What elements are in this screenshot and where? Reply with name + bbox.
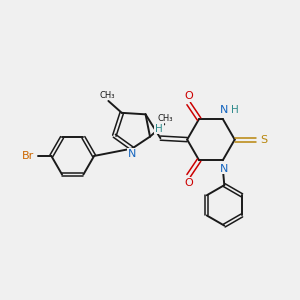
Text: O: O	[184, 91, 193, 101]
Text: CH₃: CH₃	[158, 114, 173, 123]
Text: N: N	[220, 105, 229, 115]
Text: H: H	[231, 105, 239, 115]
Text: N: N	[128, 149, 136, 159]
Text: N: N	[220, 164, 229, 173]
Text: H: H	[155, 124, 163, 134]
Text: Br: Br	[22, 151, 34, 161]
Text: S: S	[260, 135, 267, 145]
Text: CH₃: CH₃	[99, 91, 115, 100]
Text: O: O	[184, 178, 193, 188]
